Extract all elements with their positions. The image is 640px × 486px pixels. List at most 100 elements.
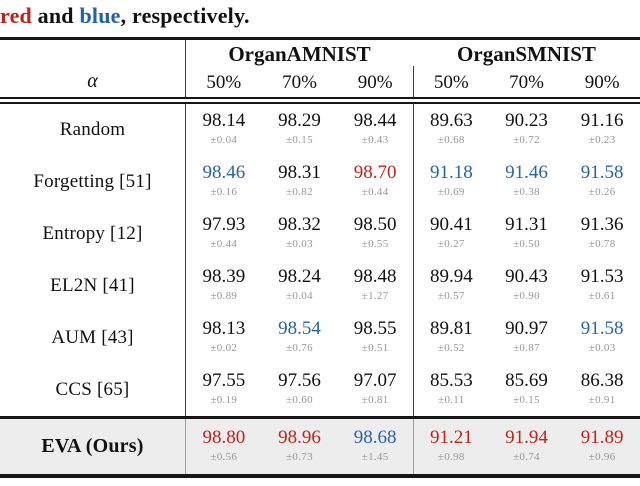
accuracy-value: 91.21 [429, 427, 473, 448]
result-cell: 97.93 ±0.44 [186, 208, 262, 260]
subheader-pct: 50% [206, 71, 242, 93]
result-cell: 98.44 ±0.43 [337, 104, 413, 156]
result-cell: 90.43 ±0.90 [489, 260, 565, 312]
accuracy-value: 98.80 [202, 427, 246, 448]
std-deviation: ±0.04 [286, 290, 313, 302]
method-label: Forgetting [51] [0, 156, 186, 208]
header-double-rule [0, 97, 640, 104]
accuracy-value: 85.53 [429, 370, 473, 391]
result-cell: 85.69 ±0.15 [489, 364, 565, 416]
std-deviation: ±0.61 [588, 290, 616, 302]
std-deviation: ±1.27 [361, 290, 389, 302]
accuracy-value: 91.46 [505, 162, 548, 183]
table-row: CCS [65] 97.55 ±0.19 97.56 ±0.60 97.07 ±… [0, 364, 640, 416]
std-deviation: ±0.38 [513, 186, 540, 198]
accuracy-value: 98.32 [278, 214, 321, 235]
accuracy-value: 98.50 [353, 214, 397, 235]
table-bottom-rule [0, 474, 640, 478]
subheader-pct: 70% [282, 71, 317, 93]
accuracy-value: 98.55 [353, 318, 397, 339]
std-deviation: ±0.96 [588, 451, 616, 463]
accuracy-value: 98.46 [202, 162, 246, 183]
result-cell: 97.56 ±0.60 [262, 364, 338, 416]
accuracy-value: 91.58 [580, 318, 624, 339]
accuracy-value: 98.44 [353, 110, 397, 131]
subheader-pct: 90% [584, 71, 620, 93]
std-deviation: ±0.23 [588, 134, 616, 146]
method-label: Random [0, 104, 186, 156]
accuracy-value: 98.68 [353, 427, 397, 448]
std-deviation: ±0.68 [437, 134, 465, 146]
std-deviation: ±0.87 [513, 342, 540, 354]
result-cell: 98.32 ±0.03 [262, 208, 338, 260]
accuracy-value: 98.24 [278, 266, 321, 287]
accuracy-value: 97.56 [278, 370, 321, 391]
std-deviation: ±0.04 [210, 134, 238, 146]
result-cell: 98.46 ±0.16 [186, 156, 262, 208]
result-cell: 98.13 ±0.02 [186, 312, 262, 364]
pre-highlight-rule [0, 416, 640, 419]
caption-word-and: and [31, 3, 80, 28]
accuracy-value: 90.41 [429, 214, 473, 235]
std-deviation: ±0.27 [437, 238, 465, 250]
result-cell: 98.31 ±0.82 [262, 156, 338, 208]
result-cell: 98.50 ±0.55 [337, 208, 413, 260]
accuracy-value: 98.29 [278, 110, 321, 131]
result-cell: 97.55 ±0.19 [186, 364, 262, 416]
accuracy-value: 91.36 [580, 214, 624, 235]
std-deviation: ±0.69 [437, 186, 465, 198]
std-deviation: ±0.74 [513, 451, 540, 463]
result-cell: 98.68 ±1.45 [337, 419, 413, 474]
result-cell: 98.24 ±0.04 [262, 260, 338, 312]
result-cell: 98.14 ±0.04 [186, 104, 262, 156]
table-row: AUM [43] 98.13 ±0.02 98.54 ±0.76 98.55 ±… [0, 312, 640, 364]
std-deviation: ±0.52 [437, 342, 465, 354]
table-row: Random 98.14 ±0.04 98.29 ±0.15 98.44 ±0.… [0, 104, 640, 156]
std-deviation: ±0.44 [361, 186, 389, 198]
result-cell: 91.31 ±0.50 [489, 208, 565, 260]
result-cell: 98.39 ±0.89 [186, 260, 262, 312]
result-cell: 91.21 ±0.98 [412, 419, 489, 474]
accuracy-value: 97.93 [202, 214, 246, 235]
accuracy-value: 98.48 [353, 266, 397, 287]
method-label: EL2N [41] [0, 260, 186, 312]
std-deviation: ±0.82 [286, 186, 313, 198]
std-deviation: ±0.81 [361, 394, 389, 406]
accuracy-value: 89.63 [429, 110, 473, 131]
group-header-organamnist: OrganAMNIST [228, 42, 371, 66]
result-cell: 91.94 ±0.74 [489, 419, 565, 474]
result-cell: 98.70 ±0.44 [337, 156, 413, 208]
std-deviation: ±0.16 [210, 186, 238, 198]
accuracy-value: 98.39 [202, 266, 246, 287]
caption-word-red: red [0, 3, 32, 28]
result-cell: 91.89 ±0.96 [564, 419, 640, 474]
std-deviation: ±0.76 [286, 342, 313, 354]
std-deviation: ±0.15 [513, 394, 540, 406]
std-deviation: ±0.73 [286, 451, 313, 463]
std-deviation: ±0.11 [438, 394, 465, 406]
std-deviation: ±0.98 [437, 451, 465, 463]
result-cell: 91.58 ±0.26 [564, 156, 640, 208]
accuracy-value: 91.16 [580, 110, 624, 131]
accuracy-value: 85.69 [505, 370, 548, 391]
std-deviation: ±0.78 [588, 238, 616, 250]
accuracy-value: 90.23 [505, 110, 548, 131]
result-cell: 89.94 ±0.57 [412, 260, 489, 312]
accuracy-value: 90.97 [505, 318, 548, 339]
result-cell: 91.36 ±0.78 [564, 208, 640, 260]
accuracy-value: 98.31 [278, 162, 321, 183]
alpha-column-header: α [0, 40, 186, 97]
highlight-row-wrap: EVA (Ours) 98.80 ±0.56 98.96 ±0.73 98.68… [0, 419, 640, 474]
table-header: α OrganAMNIST OrganSMNIST 50% 70% 90% 50… [0, 40, 640, 97]
method-label-eva: EVA (Ours) [0, 419, 186, 474]
accuracy-value: 91.18 [429, 162, 473, 183]
accuracy-value: 91.94 [505, 427, 548, 448]
result-cell: 90.41 ±0.27 [412, 208, 489, 260]
method-label: AUM [43] [0, 312, 186, 364]
accuracy-value: 90.43 [505, 266, 548, 287]
std-deviation: ±0.50 [513, 238, 540, 250]
group-header-organsmnist: OrganSMNIST [457, 42, 596, 66]
accuracy-value: 91.58 [580, 162, 624, 183]
method-label: Entropy [12] [0, 208, 186, 260]
accuracy-value: 97.07 [353, 370, 397, 391]
